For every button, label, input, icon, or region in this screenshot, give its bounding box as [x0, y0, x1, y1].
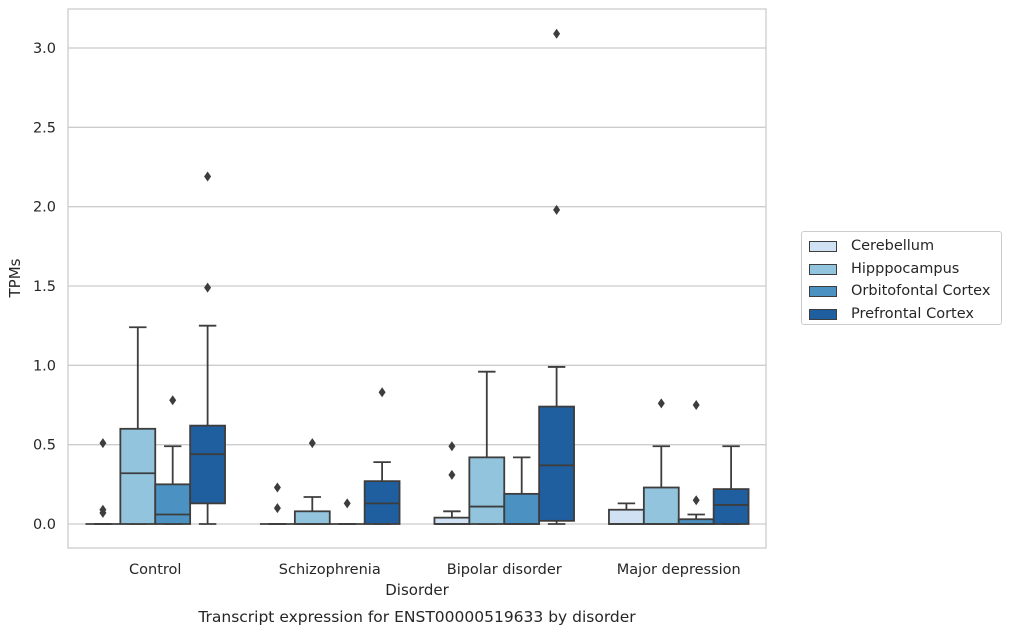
- legend-swatch-orbitofrontal: [809, 285, 837, 297]
- box-1-0: [259, 482, 295, 525]
- x-tick-label: Schizophrenia: [279, 562, 381, 578]
- legend-item-hippocampus: Hipppocampus: [809, 260, 959, 278]
- x-tick-labels: Control Schizophrenia Bipolar disorder Majo…: [129, 562, 741, 578]
- y-tick-label: 2.0: [33, 200, 56, 216]
- outlier-point: [273, 503, 281, 514]
- box-2-3: [538, 28, 575, 525]
- outlier-point: [553, 28, 561, 39]
- legend-swatch-prefrontal: [809, 308, 837, 320]
- box-rect: [119, 427, 157, 525]
- box-rect: [712, 488, 750, 525]
- gridlines: [68, 47, 766, 525]
- box-0-2: [154, 395, 192, 525]
- box-rect: [189, 424, 226, 505]
- plot-frame: [67, 8, 767, 549]
- outlier-point: [169, 395, 177, 406]
- outlier-point: [204, 171, 212, 182]
- box-layer: [85, 28, 750, 525]
- legend-swatch-cerebellum: [809, 240, 837, 252]
- box-3-3: [712, 445, 750, 525]
- y-tick-label: 1.5: [33, 279, 56, 295]
- box-rect: [503, 492, 541, 525]
- box-3-2: [677, 400, 715, 525]
- outlier-point: [553, 204, 561, 215]
- outlier-point: [657, 398, 665, 409]
- y-tick-label: 3.0: [33, 41, 56, 57]
- box-2-1: [468, 370, 506, 525]
- outlier-point: [378, 387, 386, 398]
- legend-label: Orbitofontal Cortex: [851, 283, 991, 299]
- box-rect: [468, 456, 506, 525]
- y-axis-label: TPMs: [6, 258, 24, 298]
- box-rect: [608, 508, 645, 525]
- box-rect: [642, 486, 680, 525]
- y-tick-labels: 0.0 0.5 1.0 1.5 2.0 2.5 3.0: [33, 41, 56, 533]
- outlier-point: [308, 438, 316, 449]
- x-axis-label: Disorder: [385, 581, 449, 599]
- box-1-2: [329, 498, 365, 525]
- box-1-3: [363, 387, 401, 525]
- legend-swatch-hippocampus: [809, 263, 837, 275]
- y-tick-label: 2.5: [33, 120, 56, 136]
- x-tick-label: Control: [129, 562, 181, 578]
- x-tick-label: Bipolar disorder: [447, 562, 562, 578]
- outlier-point: [448, 441, 456, 452]
- legend-item-prefrontal: Prefrontal Cortex: [809, 305, 974, 323]
- outlier-point: [99, 507, 107, 518]
- legend-label: Hipppocampus: [851, 261, 960, 277]
- box-0-1: [119, 326, 157, 525]
- box-3-0: [608, 502, 645, 525]
- box-rect: [154, 483, 192, 525]
- outlier-point: [692, 495, 700, 506]
- outlier-point: [343, 498, 351, 509]
- legend-label: Cerebellum: [851, 238, 935, 254]
- box-rect: [538, 405, 575, 522]
- box-2-2: [503, 456, 541, 525]
- outlier-point: [204, 282, 212, 293]
- box-2-0: [433, 441, 471, 525]
- legend-item-cerebellum: Cerebellum: [809, 237, 934, 255]
- box-3-1: [642, 398, 680, 525]
- legend-label: Prefrontal Cortex: [851, 306, 974, 322]
- box-0-0: [85, 438, 121, 525]
- outlier-point: [692, 400, 700, 410]
- box-0-3: [189, 171, 226, 525]
- box-rect: [433, 516, 471, 525]
- x-tick-label: Major depression: [617, 562, 741, 578]
- outlier-point: [99, 438, 107, 449]
- y-tick-label: 0.0: [33, 517, 56, 533]
- y-tick-label: 0.5: [33, 438, 56, 454]
- box-1-1: [293, 438, 331, 525]
- outlier-point: [448, 469, 456, 480]
- y-tick-label: 1.0: [33, 358, 56, 374]
- outlier-point: [273, 482, 281, 493]
- chart-title: Transcript expression for ENST0000051963…: [197, 608, 636, 626]
- legend-item-orbitofrontal: Orbitofontal Cortex: [809, 282, 990, 300]
- box-rect: [293, 510, 331, 525]
- legend: Cerebellum Hipppocampus Orbitofontal Cor…: [801, 231, 1002, 325]
